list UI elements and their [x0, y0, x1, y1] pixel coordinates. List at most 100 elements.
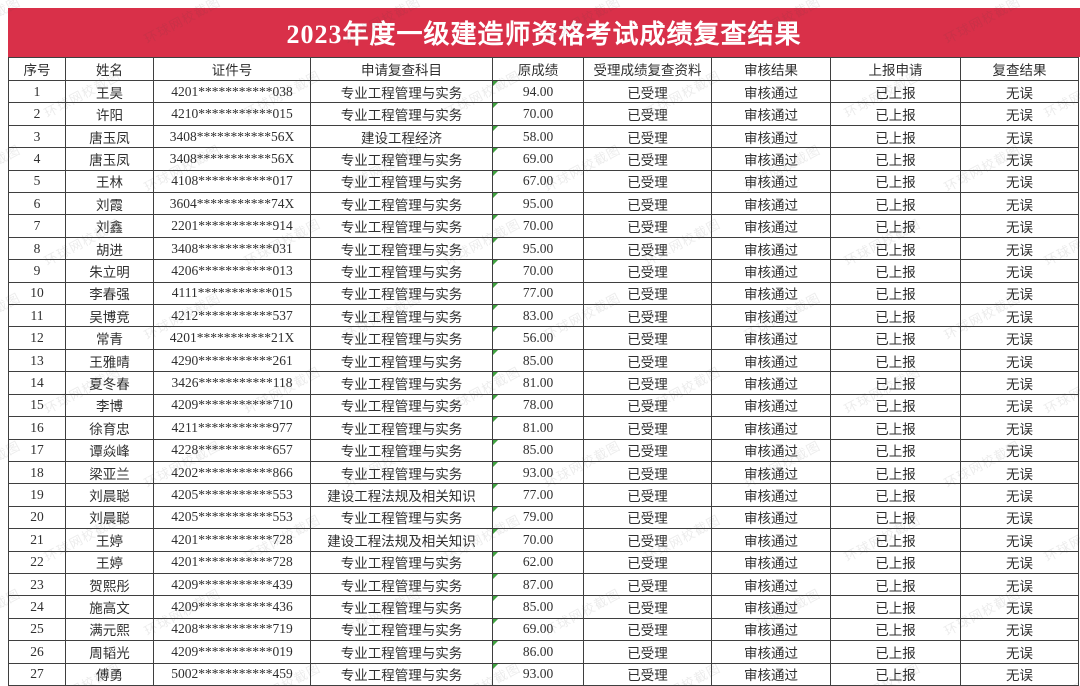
cell-review-result: 无误	[960, 124, 1079, 149]
table-body: 1 王昊 4201***********038 专业工程管理与实务 94.00 已受理 审核…	[8, 79, 1079, 686]
table-row: 2 许阳 4210***********015 专业工程管理与实务 70.00 已受理 审核…	[8, 102, 1079, 126]
cell-serial: 17	[8, 438, 66, 462]
cell-report-status: 已上报	[830, 393, 961, 418]
cell-report-status: 已上报	[830, 348, 961, 373]
cell-report-status: 已上报	[830, 550, 961, 574]
cell-report-status: 已上报	[830, 326, 961, 350]
cell-name: 谭焱峰	[65, 438, 154, 462]
cell-serial: 22	[8, 550, 66, 574]
cell-review-result: 无误	[960, 617, 1079, 642]
cell-serial: 23	[8, 572, 66, 597]
cell-review-subject: 建设工程经济	[310, 124, 493, 149]
cell-review-result: 无误	[960, 438, 1079, 462]
cell-report-status: 已上报	[830, 169, 961, 194]
cell-review-subject: 专业工程管理与实务	[310, 169, 493, 194]
cell-id-number: 4228***********657	[153, 438, 311, 462]
cell-serial: 6	[8, 192, 66, 216]
cell-accepted-materials: 已受理	[583, 348, 712, 373]
table-row: 19 刘晨聪 4205***********553 建设工程法规及相关知识 77.00 已…	[8, 483, 1079, 507]
cell-audit-result: 审核通过	[711, 662, 831, 686]
cell-serial: 21	[8, 528, 66, 552]
cell-audit-result: 审核通过	[711, 348, 831, 373]
cell-accepted-materials: 已受理	[583, 595, 712, 619]
results-table: 序号 姓名 证件号 申请复查科目 原成绩 受理成绩复查资料 审核结果 上报申请 复查结果 1 王昊…	[8, 57, 1079, 686]
cell-review-result: 无误	[960, 640, 1079, 664]
cell-review-result: 无误	[960, 460, 1079, 485]
cell-name: 王雅晴	[65, 348, 154, 373]
cell-name: 唐玉凤	[65, 124, 154, 149]
cell-audit-result: 审核通过	[711, 79, 831, 104]
cell-serial: 2	[8, 102, 66, 126]
cell-audit-result: 审核通过	[711, 214, 831, 238]
cell-audit-result: 审核通过	[711, 595, 831, 619]
table-row: 27 傅勇 5002***********459 专业工程管理与实务 93.00 已受理审…	[8, 662, 1079, 686]
cell-accepted-materials: 已受理	[583, 438, 712, 462]
cell-audit-result: 审核通过	[711, 236, 831, 261]
table-row: 20 刘晨聪 4205***********553 专业工程管理与实务 79.00 已受理…	[8, 505, 1079, 530]
cell-review-subject: 专业工程管理与实务	[310, 393, 493, 418]
col-header-review-result: 复查结果	[960, 57, 1079, 81]
cell-name: 王婷	[65, 550, 154, 574]
cell-review-subject: 专业工程管理与实务	[310, 416, 493, 440]
cell-id-number: 4211***********977	[153, 416, 311, 440]
cell-name: 李春强	[65, 281, 154, 306]
cell-review-subject: 专业工程管理与实务	[310, 550, 493, 574]
cell-accepted-materials: 已受理	[583, 214, 712, 238]
cell-id-number: 4210***********015	[153, 102, 311, 126]
cell-name: 刘鑫	[65, 214, 154, 238]
cell-original-score: 85.00	[492, 348, 584, 373]
cell-audit-result: 审核通过	[711, 572, 831, 597]
cell-id-number: 4205***********553	[153, 483, 311, 507]
cell-original-score: 70.00	[492, 102, 584, 126]
table-row: 13 王雅晴 4290***********261 专业工程管理与实务 85.00 已受理…	[8, 348, 1079, 373]
cell-audit-result: 审核通过	[711, 460, 831, 485]
cell-serial: 19	[8, 483, 66, 507]
cell-id-number: 4108***********017	[153, 169, 311, 194]
cell-audit-result: 审核通过	[711, 326, 831, 350]
cell-audit-result: 审核通过	[711, 371, 831, 395]
cell-accepted-materials: 已受理	[583, 326, 712, 350]
cell-id-number: 4212***********537	[153, 304, 311, 328]
cell-audit-result: 审核通过	[711, 550, 831, 574]
table-row: 23 贺熙彤 4209***********439 专业工程管理与实务 87.00 已受理…	[8, 572, 1079, 597]
cell-review-subject: 专业工程管理与实务	[310, 348, 493, 373]
cell-id-number: 4201***********728	[153, 528, 311, 552]
cell-report-status: 已上报	[830, 572, 961, 597]
cell-serial: 25	[8, 617, 66, 642]
cell-serial: 20	[8, 505, 66, 530]
cell-review-result: 无误	[960, 572, 1079, 597]
cell-audit-result: 审核通过	[711, 259, 831, 283]
col-header-serial: 序号	[8, 57, 66, 81]
cell-review-subject: 专业工程管理与实务	[310, 281, 493, 306]
cell-name: 傅勇	[65, 662, 154, 686]
table-row: 4 唐玉凤 3408***********56X 专业工程管理与实务 69.00 已受理审…	[8, 147, 1079, 171]
table-row: 3 唐玉凤 3408***********56X 建设工程经济 58.00 已受理 审核通过…	[8, 124, 1079, 149]
cell-audit-result: 审核通过	[711, 393, 831, 418]
cell-report-status: 已上报	[830, 236, 961, 261]
table-header-row: 序号 姓名 证件号 申请复查科目 原成绩 受理成绩复查资料 审核结果 上报申请 复查结果	[8, 57, 1079, 81]
cell-original-score: 93.00	[492, 460, 584, 485]
cell-accepted-materials: 已受理	[583, 281, 712, 306]
cell-name: 王林	[65, 169, 154, 194]
cell-report-status: 已上报	[830, 124, 961, 149]
cell-id-number: 4209***********710	[153, 393, 311, 418]
cell-original-score: 94.00	[492, 79, 584, 104]
cell-audit-result: 审核通过	[711, 483, 831, 507]
cell-review-result: 无误	[960, 214, 1079, 238]
cell-accepted-materials: 已受理	[583, 147, 712, 171]
table-row: 21 王婷 4201***********728 建设工程法规及相关知识 70.00 已受…	[8, 528, 1079, 552]
table-row: 7 刘鑫 2201***********914 专业工程管理与实务 70.00 已受理 审核…	[8, 214, 1079, 238]
cell-review-result: 无误	[960, 79, 1079, 104]
cell-accepted-materials: 已受理	[583, 416, 712, 440]
cell-original-score: 79.00	[492, 505, 584, 530]
cell-name: 胡进	[65, 236, 154, 261]
cell-original-score: 78.00	[492, 393, 584, 418]
table-row: 14 夏冬春 3426***********118 专业工程管理与实务 81.00 已受理…	[8, 371, 1079, 395]
cell-accepted-materials: 已受理	[583, 505, 712, 530]
cell-audit-result: 审核通过	[711, 192, 831, 216]
cell-accepted-materials: 已受理	[583, 460, 712, 485]
cell-name: 王婷	[65, 528, 154, 552]
table-row: 5 王林 4108***********017 专业工程管理与实务 67.00 已受理 审核…	[8, 169, 1079, 194]
cell-accepted-materials: 已受理	[583, 640, 712, 664]
cell-review-result: 无误	[960, 528, 1079, 552]
